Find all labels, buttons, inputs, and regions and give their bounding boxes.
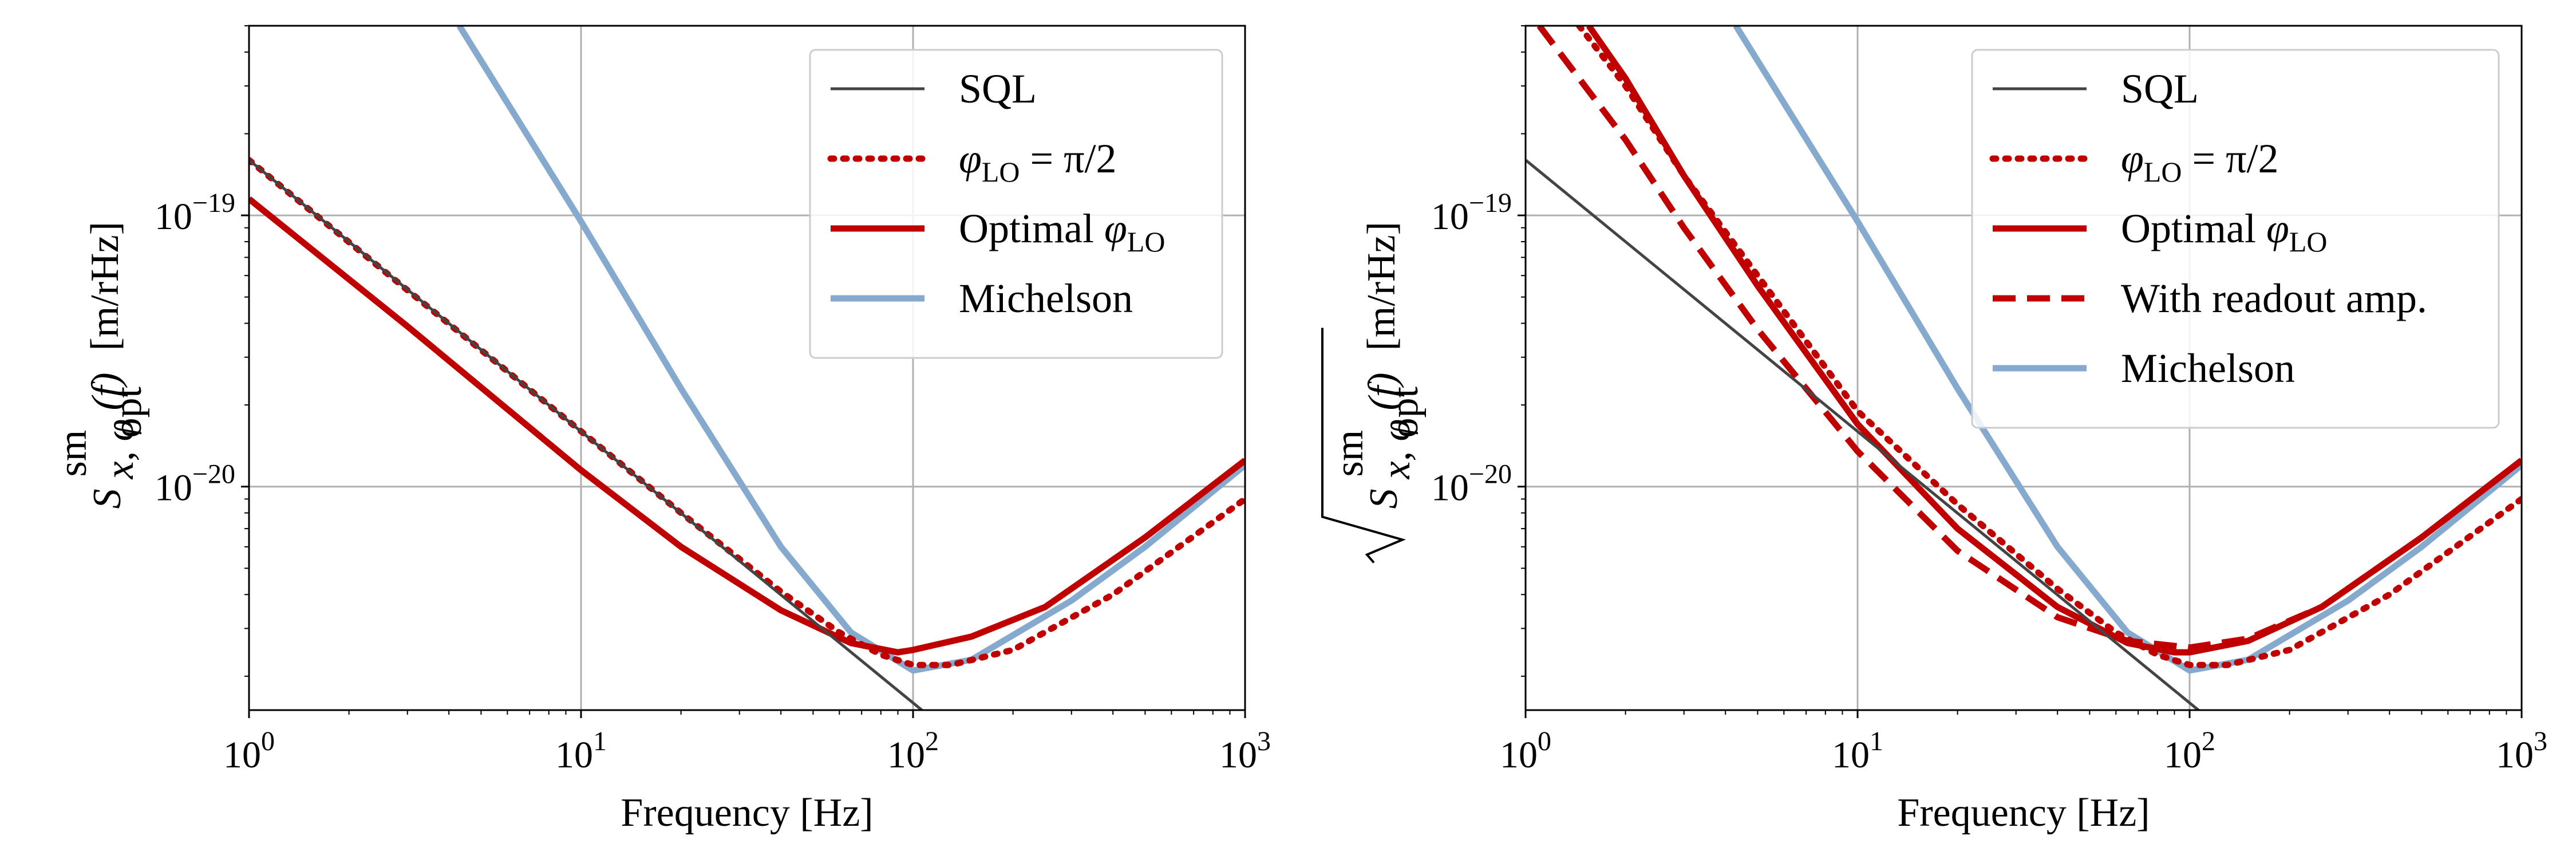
svg-text:opt: opt [106, 387, 150, 438]
panel-1-legend-label-0: SQL [959, 66, 1037, 112]
panel-1-ytick-label: 10−20 [155, 459, 235, 509]
panel-2-xtick-label: 102 [2164, 726, 2215, 776]
panel-1-xtick-label: 102 [887, 726, 939, 776]
panel-1-xlabel: Frequency [Hz] [621, 791, 873, 835]
panel-2-legend-label-3: With readout amp. [2121, 275, 2427, 321]
panel-2-xtick-label: 100 [1500, 726, 1551, 776]
panel-2-ytick-label: 10−20 [1431, 459, 1512, 509]
svg-text:x, φ: x, φ [1374, 419, 1419, 480]
panel-1-legend: SQL φLO = π/2 Optimal φLO Michelson [809, 49, 1223, 359]
panel-2-xlabel: Frequency [Hz] [1897, 791, 2150, 835]
svg-text:(f): (f) [84, 372, 128, 410]
panel-1-xtick-label: 101 [555, 726, 607, 776]
panel-2-xtick-label: 103 [2496, 726, 2547, 776]
panel-1-plot-area [249, 26, 1245, 710]
panel-2-ytick-label: 10−19 [1431, 188, 1512, 238]
panel-1-series-optimal-lo [249, 196, 1245, 656]
svg-text:S: S [1362, 489, 1406, 509]
panel-2-legend-label-2: Optimal φLO [2121, 206, 2327, 258]
panel-1-legend-label-2: Optimal φLO [959, 206, 1165, 258]
panel-2-legend-label-4: Michelson [2121, 345, 2295, 391]
panel-2-axes-frame [1524, 25, 2523, 711]
svg-text:(f): (f) [1361, 372, 1405, 410]
panel-1-legend-label-3: Michelson [959, 275, 1133, 321]
svg-text:[m/rHz]: [m/rHz] [83, 222, 127, 350]
svg-text:x, φ: x, φ [98, 419, 142, 480]
panel-1-xtick-label: 103 [1219, 726, 1271, 776]
panel-2-plot-area [1526, 26, 2522, 710]
panel-2-series-sql [1526, 159, 2201, 710]
panel-2-xtick-label: 101 [1832, 726, 1883, 776]
panel-2-legend-label-0: SQL [2121, 66, 2199, 112]
panel-1-series-sql [249, 159, 924, 710]
panel-2-legend: SQL φLO = π/2 Optimal φLO With readout amp.… [1971, 49, 2500, 429]
panel-1-axes-frame [248, 25, 1246, 711]
svg-text:S: S [85, 489, 129, 509]
panel-1-legend-label-1: φLO = π/2 [959, 136, 1116, 188]
panel-2-series-with-readout-amp- [1536, 26, 2522, 651]
svg-text:opt: opt [1382, 387, 1427, 438]
svg-text:sm: sm [1327, 430, 1372, 477]
svg-text:sm: sm [51, 430, 95, 477]
svg-text:[m/rHz]: [m/rHz] [1360, 222, 1404, 350]
panel-1-xtick-label: 100 [223, 726, 275, 776]
panel-2-legend-label-1: φLO = π/2 [2121, 136, 2278, 188]
panel-1-ytick-label: 10−19 [155, 188, 235, 238]
